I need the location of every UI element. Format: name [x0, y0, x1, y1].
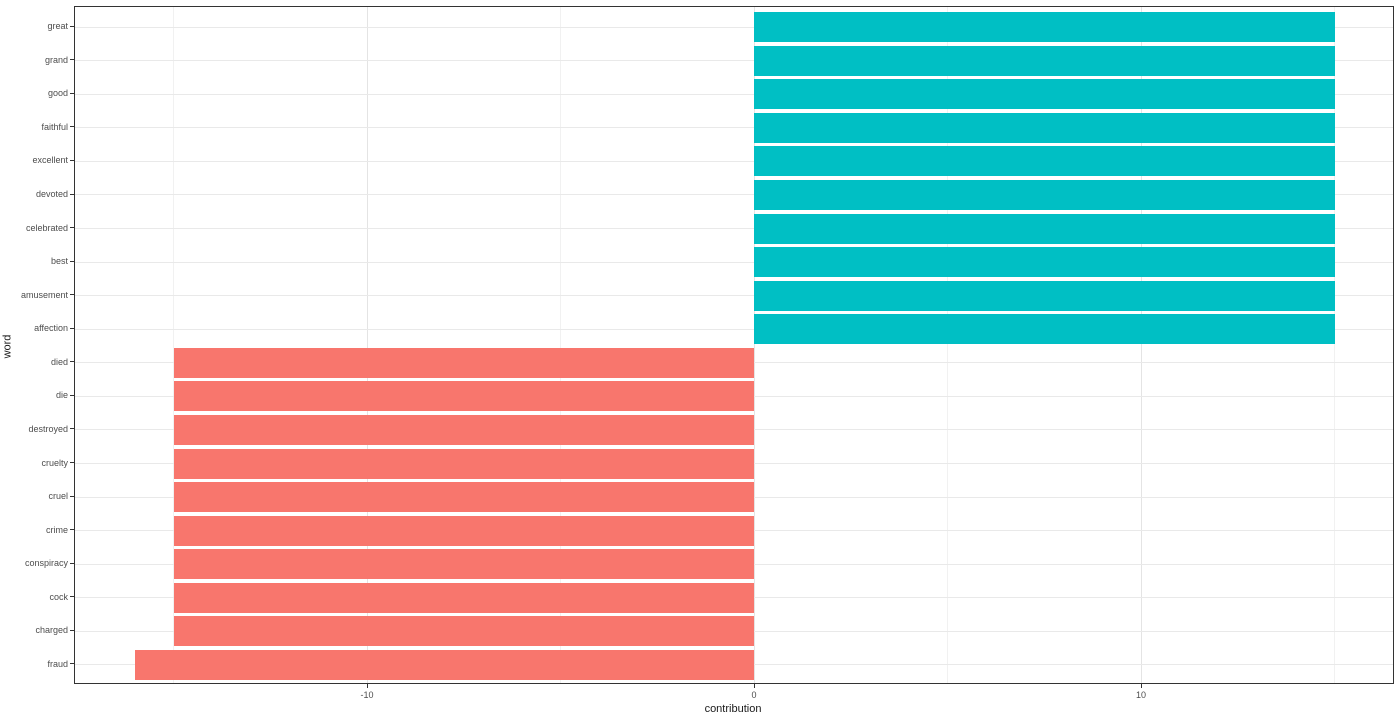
y-tick-label: affection	[34, 323, 68, 334]
x-major-gridline	[1140, 7, 1142, 683]
y-tick-label: devoted	[35, 189, 68, 199]
bar-amusement	[754, 280, 1335, 311]
bar-affection	[754, 314, 1335, 345]
y-tick-label: faithful	[41, 121, 68, 132]
category-gridline	[75, 93, 1393, 95]
y-tick-mark	[70, 394, 74, 396]
bar-grand	[754, 45, 1335, 76]
y-tick-mark	[70, 294, 74, 296]
y-tick-mark	[70, 59, 74, 61]
category-gridline	[75, 295, 1393, 297]
x-major-gridline	[753, 7, 755, 683]
y-tick-mark	[70, 361, 74, 363]
category-gridline	[75, 127, 1393, 129]
x-axis-title: contribution	[704, 703, 762, 715]
y-tick-label: died	[50, 356, 68, 367]
y-tick-mark	[70, 126, 74, 128]
category-gridline	[75, 328, 1393, 330]
bar-cruel	[173, 482, 754, 512]
y-tick-mark	[70, 529, 74, 531]
y-tick-mark	[70, 260, 74, 262]
bar-die	[173, 381, 754, 412]
y-tick-label: cruelty	[41, 457, 68, 468]
y-tick-mark	[70, 663, 74, 665]
y-tick-mark	[70, 428, 74, 430]
category-gridline	[75, 26, 1393, 28]
bar-destroyed	[173, 414, 754, 445]
category-gridline	[75, 194, 1393, 196]
bar-charged	[173, 616, 754, 647]
y-tick-mark	[70, 227, 74, 228]
x-tick-label: -10	[360, 690, 374, 700]
bar-celebrated	[754, 213, 1335, 244]
y-tick-label: destroyed	[28, 423, 68, 434]
plot-panel	[74, 6, 1394, 684]
y-tick-label: cruel	[48, 491, 68, 501]
y-tick-mark	[70, 193, 74, 195]
y-tick-mark	[70, 159, 74, 161]
y-tick-label: grand	[44, 54, 68, 65]
bar-good	[754, 79, 1335, 110]
bar-died	[173, 347, 754, 378]
y-tick-mark	[70, 596, 74, 598]
x-tick-label: 10	[1135, 690, 1146, 700]
y-tick-label: good	[47, 88, 68, 99]
bar-cruelty	[173, 448, 754, 479]
y-tick-label: crime	[46, 524, 68, 535]
x-minor-gridline	[173, 7, 174, 683]
x-tick-mark	[366, 684, 368, 688]
y-tick-label: excellent	[32, 155, 68, 166]
bar-faithful	[754, 112, 1335, 143]
y-tick-label: conspiracy	[24, 558, 68, 569]
bar-conspiracy	[173, 549, 754, 580]
y-tick-label: celebrated	[25, 222, 68, 233]
bar-excellent	[754, 146, 1335, 177]
y-tick-mark	[70, 25, 74, 27]
y-tick-label: great	[47, 21, 68, 32]
y-tick-label: best	[50, 256, 68, 267]
category-gridline	[75, 160, 1393, 162]
y-tick-label: cock	[49, 591, 68, 602]
y-tick-label: charged	[35, 625, 68, 636]
x-tick-label: 0	[751, 690, 757, 700]
bar-best	[754, 247, 1335, 278]
y-tick-mark	[70, 495, 74, 497]
bar-great	[754, 12, 1335, 43]
bar-cock	[173, 582, 754, 613]
x-tick-mark	[1140, 684, 1142, 688]
x-minor-gridline	[1334, 7, 1335, 683]
bar-devoted	[754, 180, 1335, 210]
y-tick-mark	[70, 629, 74, 631]
y-tick-label: amusement	[20, 289, 68, 300]
y-tick-mark	[70, 562, 74, 564]
y-tick-mark	[70, 327, 74, 329]
y-tick-label: die	[55, 390, 68, 401]
x-major-gridline	[366, 7, 368, 683]
bar-fraud	[134, 649, 754, 680]
y-tick-label: fraud	[47, 658, 68, 669]
x-minor-gridline	[560, 7, 561, 683]
category-gridline	[75, 60, 1393, 62]
x-minor-gridline	[947, 7, 948, 683]
y-tick-mark	[70, 462, 74, 463]
category-gridline	[75, 261, 1393, 263]
x-tick-mark	[753, 684, 755, 688]
category-gridline	[75, 228, 1393, 230]
bar-crime	[173, 515, 754, 546]
y-tick-mark	[70, 92, 74, 94]
